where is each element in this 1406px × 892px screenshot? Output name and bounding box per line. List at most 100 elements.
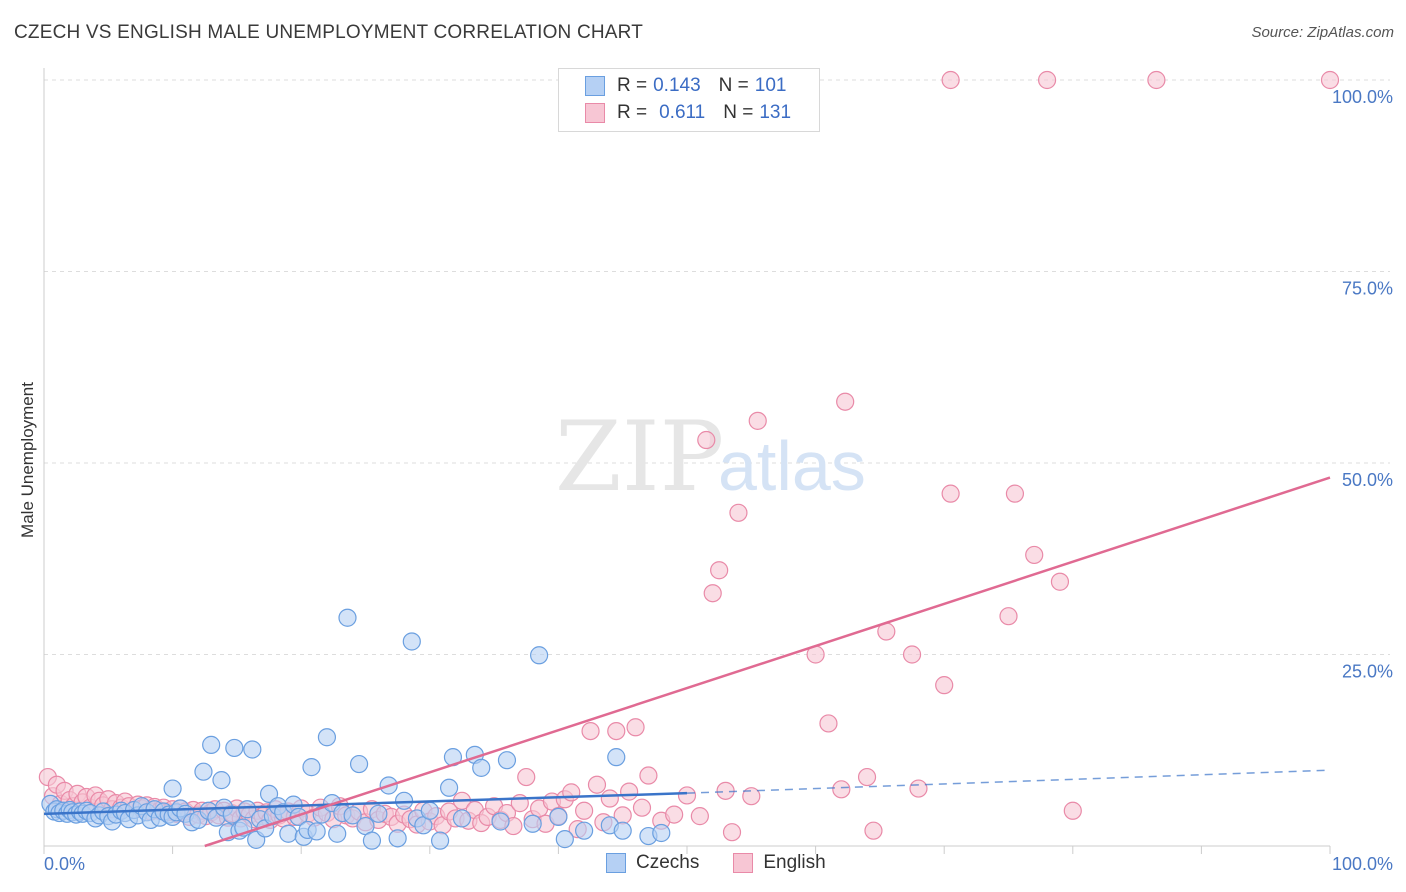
english-point bbox=[690, 807, 709, 826]
english-point bbox=[620, 782, 639, 801]
czech-point bbox=[238, 800, 257, 819]
english-point bbox=[748, 411, 767, 430]
x-tick-labels: 0.0% 100.0% bbox=[44, 854, 1393, 874]
czech-point bbox=[491, 812, 510, 831]
english-point bbox=[632, 798, 652, 817]
czech-point bbox=[420, 801, 439, 820]
watermark-zip: ZIP bbox=[555, 401, 724, 513]
english-point bbox=[581, 721, 600, 741]
english-point bbox=[722, 823, 742, 842]
english-point bbox=[1050, 572, 1070, 591]
english-point bbox=[697, 430, 716, 450]
czech-point bbox=[302, 758, 321, 777]
czech-point bbox=[613, 821, 632, 840]
english-point bbox=[575, 801, 594, 820]
series-legend: Czechs English bbox=[606, 852, 860, 874]
english-point bbox=[941, 484, 960, 503]
english-trend-line bbox=[204, 476, 1331, 848]
english-point bbox=[857, 767, 877, 787]
english-point bbox=[742, 787, 761, 806]
n-value: 131 bbox=[759, 102, 792, 123]
english-point bbox=[639, 766, 658, 785]
legend-row-english: R = 0.611 N = 131 bbox=[585, 100, 791, 126]
czech-point bbox=[343, 806, 362, 825]
czech-point bbox=[497, 751, 517, 770]
czech-point bbox=[349, 754, 369, 774]
english-point bbox=[626, 718, 645, 737]
english-point bbox=[600, 789, 619, 808]
czech-point bbox=[575, 821, 594, 840]
english-point bbox=[864, 821, 883, 840]
czech-point bbox=[362, 831, 382, 850]
legend-item-english: English bbox=[733, 852, 826, 874]
english-point bbox=[1005, 484, 1025, 503]
czech-point bbox=[259, 784, 279, 804]
czech-point bbox=[555, 830, 574, 849]
y-tick-labels: 100.0% 75.0% 50.0% 25.0% bbox=[1332, 87, 1393, 682]
english-point bbox=[607, 721, 626, 741]
english-point bbox=[836, 392, 855, 411]
english-point bbox=[832, 780, 851, 799]
english-point bbox=[562, 783, 581, 802]
czech-point bbox=[402, 632, 421, 651]
english-point bbox=[902, 645, 922, 664]
watermark: ZIP atlas bbox=[555, 401, 866, 513]
czech-point bbox=[652, 823, 671, 843]
legend-label-english: English bbox=[763, 852, 826, 873]
czech-point bbox=[607, 748, 626, 767]
czech-point bbox=[439, 778, 459, 797]
source-label: Source: ZipAtlas.com bbox=[1251, 24, 1394, 41]
czech-point bbox=[369, 804, 388, 823]
czech-point bbox=[549, 807, 568, 826]
czech-point bbox=[307, 822, 326, 841]
y-tick-label: 75.0% bbox=[1342, 279, 1393, 299]
n-label: N = bbox=[718, 75, 749, 96]
english-swatch bbox=[585, 103, 605, 123]
czech-point bbox=[338, 608, 357, 627]
czech-swatch bbox=[585, 76, 605, 96]
english-point bbox=[909, 779, 928, 798]
legend-label-czechs: Czechs bbox=[636, 852, 700, 873]
czech-swatch bbox=[606, 853, 626, 873]
r-value: 0.611 bbox=[659, 102, 706, 123]
english-point bbox=[1037, 70, 1057, 90]
x-tick-label: 0.0% bbox=[44, 854, 85, 874]
english-point bbox=[703, 584, 722, 603]
english-point bbox=[999, 607, 1018, 626]
czech-point bbox=[430, 831, 450, 850]
czech-point bbox=[472, 758, 491, 777]
czech-point bbox=[194, 762, 213, 781]
english-point bbox=[665, 805, 684, 824]
czech-trend-line bbox=[43, 791, 688, 816]
czech-point bbox=[523, 814, 542, 833]
r-label: R = bbox=[617, 75, 648, 96]
english-point bbox=[1147, 70, 1166, 90]
y-tick-label: 50.0% bbox=[1342, 470, 1393, 490]
english-point bbox=[729, 503, 748, 522]
czech-point bbox=[388, 829, 407, 848]
legend-item-czechs: Czechs bbox=[606, 852, 699, 874]
english-point bbox=[677, 786, 697, 805]
y-tick-label: 25.0% bbox=[1342, 662, 1393, 682]
english-point bbox=[1320, 70, 1340, 90]
y-tick-label: 100.0% bbox=[1332, 87, 1393, 107]
watermark-atlas: atlas bbox=[718, 427, 866, 505]
n-label: N = bbox=[723, 102, 754, 123]
n-value: 101 bbox=[754, 75, 787, 96]
english-swatch bbox=[733, 853, 754, 873]
english-point bbox=[517, 767, 536, 787]
chart-title: CZECH VS ENGLISH MALE UNEMPLOYMENT CORRE… bbox=[14, 22, 644, 43]
czech-trend-extension bbox=[686, 769, 1331, 794]
czech-point bbox=[279, 824, 298, 843]
czech-point bbox=[328, 824, 347, 843]
english-point bbox=[587, 775, 607, 794]
r-value: 0.143 bbox=[653, 75, 701, 96]
legend-row-czechs: R = 0.143 N = 101 bbox=[585, 73, 786, 99]
czech-point bbox=[452, 809, 472, 828]
x-tick-label: 100.0% bbox=[1332, 854, 1393, 874]
czech-point bbox=[212, 771, 231, 790]
czech-point bbox=[530, 646, 549, 665]
czech-point bbox=[225, 738, 244, 758]
english-point bbox=[1063, 801, 1082, 820]
